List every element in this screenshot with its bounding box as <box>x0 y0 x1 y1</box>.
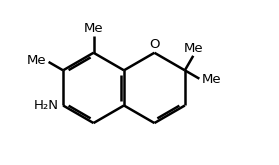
Text: Me: Me <box>27 54 46 67</box>
Text: Me: Me <box>202 73 222 86</box>
Text: O: O <box>149 38 160 51</box>
Text: Me: Me <box>183 42 203 55</box>
Text: H₂N: H₂N <box>34 99 59 112</box>
Text: Me: Me <box>84 22 103 35</box>
